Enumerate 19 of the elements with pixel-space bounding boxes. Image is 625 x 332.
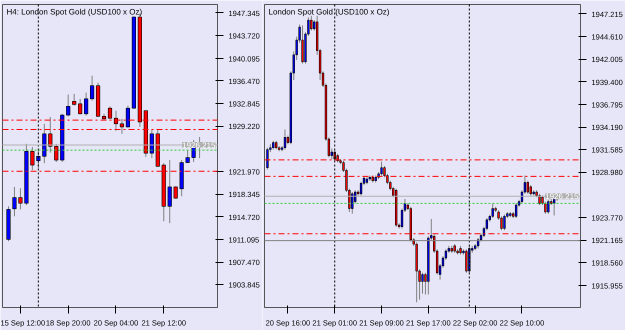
candlestick bbox=[90, 75, 94, 102]
candlestick bbox=[421, 272, 424, 294]
candlestick bbox=[12, 186, 17, 217]
candlestick bbox=[503, 214, 506, 231]
candlestick bbox=[360, 181, 362, 196]
candlestick bbox=[126, 105, 130, 128]
chart-title: H4: London Spot Gold (USD100 x Oz) bbox=[6, 8, 142, 16]
candlestick bbox=[310, 15, 312, 32]
candlestick bbox=[492, 202, 494, 219]
candlestick bbox=[18, 188, 23, 210]
candlestick bbox=[526, 180, 530, 194]
chart-title: London Spot Gold (USD100 x Oz) bbox=[268, 8, 390, 16]
candlestick bbox=[547, 199, 550, 214]
ref-line-label: 1926.215 bbox=[545, 192, 580, 202]
candlestick bbox=[530, 184, 532, 196]
ref-line-label: 1926.215 bbox=[182, 140, 216, 150]
candlestick bbox=[514, 202, 518, 219]
candlestick bbox=[351, 192, 354, 214]
candlestick bbox=[266, 147, 269, 170]
